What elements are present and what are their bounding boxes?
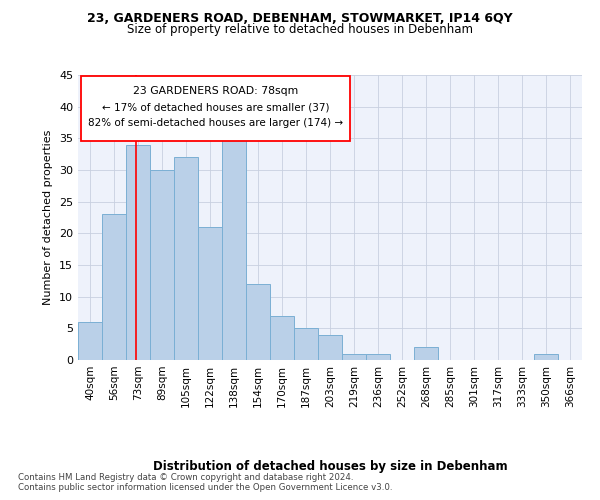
Bar <box>102 214 126 360</box>
Bar <box>534 354 558 360</box>
X-axis label: Distribution of detached houses by size in Debenham: Distribution of detached houses by size … <box>152 460 508 473</box>
Bar <box>318 334 342 360</box>
Text: 23 GARDENERS ROAD: 78sqm: 23 GARDENERS ROAD: 78sqm <box>133 86 298 97</box>
FancyBboxPatch shape <box>80 76 350 140</box>
Bar <box>222 138 246 360</box>
Text: 23, GARDENERS ROAD, DEBENHAM, STOWMARKET, IP14 6QY: 23, GARDENERS ROAD, DEBENHAM, STOWMARKET… <box>87 12 513 26</box>
Text: 82% of semi-detached houses are larger (174) →: 82% of semi-detached houses are larger (… <box>88 118 343 128</box>
Bar <box>174 158 198 360</box>
Text: ← 17% of detached houses are smaller (37): ← 17% of detached houses are smaller (37… <box>101 102 329 112</box>
Bar <box>246 284 270 360</box>
Bar <box>270 316 294 360</box>
Y-axis label: Number of detached properties: Number of detached properties <box>43 130 53 305</box>
Bar <box>294 328 318 360</box>
Bar <box>342 354 366 360</box>
Text: Contains public sector information licensed under the Open Government Licence v3: Contains public sector information licen… <box>18 482 392 492</box>
Bar <box>198 227 222 360</box>
Bar <box>78 322 102 360</box>
Bar <box>366 354 390 360</box>
Bar <box>126 144 150 360</box>
Text: Size of property relative to detached houses in Debenham: Size of property relative to detached ho… <box>127 22 473 36</box>
Bar <box>414 348 438 360</box>
Bar <box>150 170 174 360</box>
Text: Contains HM Land Registry data © Crown copyright and database right 2024.: Contains HM Land Registry data © Crown c… <box>18 472 353 482</box>
